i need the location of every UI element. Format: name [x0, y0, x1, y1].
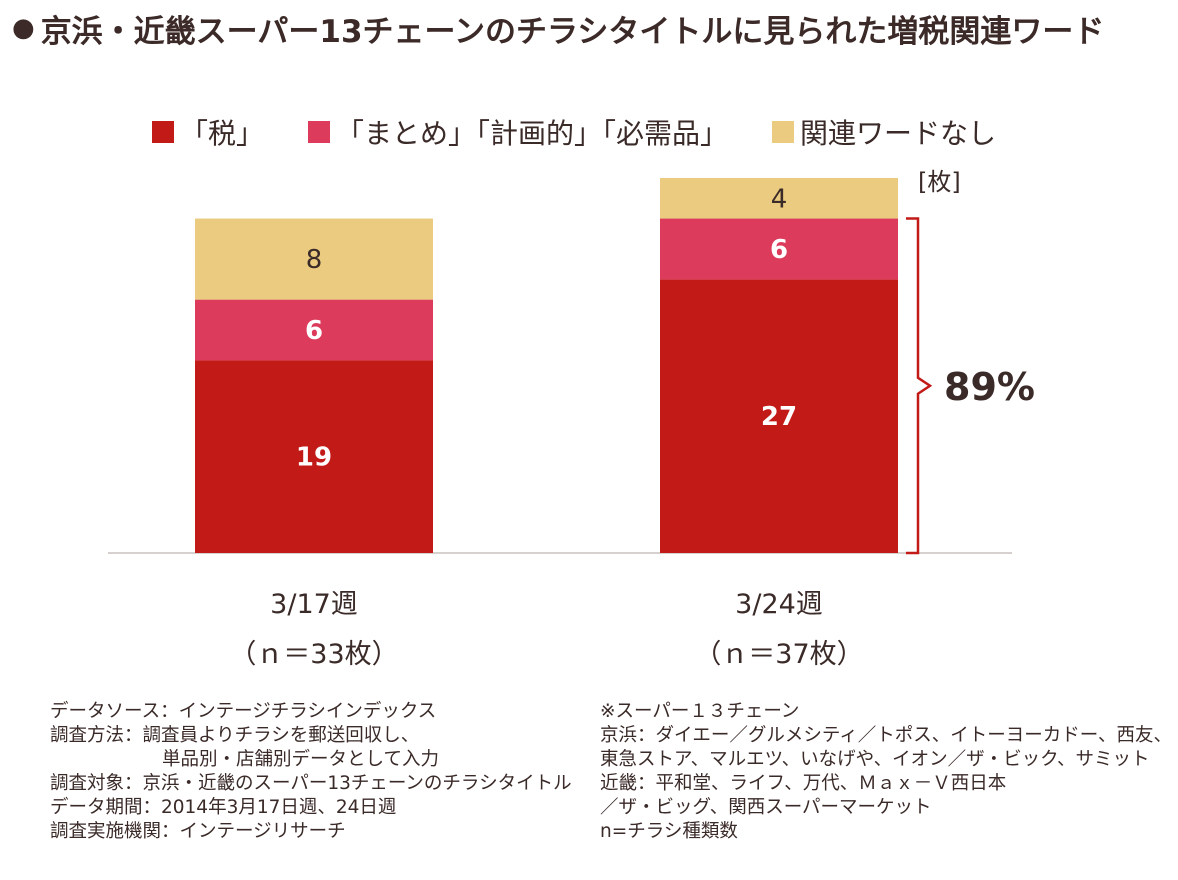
data-label-tax-1: 19 [296, 443, 332, 473]
bar-bulk-1 [195, 299, 433, 361]
note-period: データ期間：2014年3月17日週、24日週 [50, 797, 397, 818]
note-kinki-2: ／ザ・ビッグ、関西スーパーマーケット [600, 797, 932, 818]
note-data-source: データソース：インテージチラシインデックス [50, 701, 437, 722]
legend-swatch-none [772, 121, 795, 143]
legend-item-none: 関連ワードなし [772, 112, 996, 152]
bar-bulk-2 [660, 218, 898, 280]
x-tick-note-1: （ｎ＝33枚） [229, 639, 398, 670]
notes-left: データソース：インテージチラシインデックス 調査方法：調査員よりチラシを郵送回収… [50, 700, 572, 844]
bullet-icon: ● [12, 13, 35, 43]
x-tick-label-2: 3/24週 [735, 589, 823, 620]
legend-swatch-bulk [308, 121, 331, 143]
data-label-none-1: 8 [306, 245, 323, 275]
note-kinki-1: 近畿：平和堂、ライフ、万代、Ｍａｘ－Ｖ西日本 [600, 773, 1007, 794]
bar-none-2 [660, 178, 898, 219]
legend-label-bulk: 「まとめ」「計画的」「必需品」 [336, 117, 729, 150]
chart-title-text: 京浜・近畿スーパー13チェーンのチラシタイトルに見られた増税関連ワード [40, 13, 1105, 50]
note-keihin-2: 東急ストア、マルエツ、いなげや、イオン／ザ・ビック、サミット [600, 749, 1150, 770]
data-label-bulk-2: 6 [770, 235, 788, 265]
legend-item-bulk: 「まとめ」「計画的」「必需品」 [308, 112, 728, 152]
x-tick-note-2: （ｎ＝37枚） [694, 639, 863, 670]
note-chains-header: ※スーパー１３チェーン [600, 701, 800, 722]
data-label-none-2: 4 [771, 184, 788, 214]
note-method-cont: 単品別・店舗別データとして入力 [162, 749, 439, 770]
data-label-bulk-1: 6 [305, 316, 323, 346]
note-target: 調査対象：京浜・近畿のスーパー13チェーンのチラシタイトル [50, 773, 572, 794]
legend: 「税」 「まとめ」「計画的」「必需品」 関連ワードなし [152, 112, 1040, 152]
bar-tax-1 [195, 360, 433, 553]
legend-label-none: 関連ワードなし [800, 117, 997, 150]
legend-swatch-tax [152, 121, 174, 143]
unit-label: [枚] [918, 168, 961, 196]
data-label-tax-2: 27 [761, 402, 797, 432]
notes-right: ※スーパー１３チェーン 京浜：ダイエー／グルメシティ／トポス、イトーヨーカドー、… [600, 700, 1172, 844]
plot-area: 19 6 8 3/17週 （ｎ＝33枚） 27 6 4 3/24週 （ｎ＝37枚） 89% [108, 178, 1035, 670]
bar-tax-2 [660, 279, 898, 553]
bar-none-1 [195, 218, 433, 300]
legend-item-tax: 「税」 [152, 112, 264, 152]
annotation-label: 89% [944, 365, 1035, 409]
x-tick-label-1: 3/17週 [270, 589, 358, 620]
chart-title: ● 京浜・近畿スーパー13チェーンのチラシタイトルに見られた増税関連ワード [12, 8, 1105, 50]
note-keihin-1: 京浜：ダイエー／グルメシティ／トポス、イトーヨーカドー、西友、 [600, 725, 1173, 746]
note-agency: 調査実施機関：インテージリサーチ [50, 821, 346, 842]
annotation-bracket [906, 217, 933, 555]
note-method: 調査方法：調査員よりチラシを郵送回収し、 [50, 725, 420, 746]
legend-label-tax: 「税」 [180, 117, 265, 150]
note-n-definition: n=チラシ種類数 [600, 821, 738, 842]
